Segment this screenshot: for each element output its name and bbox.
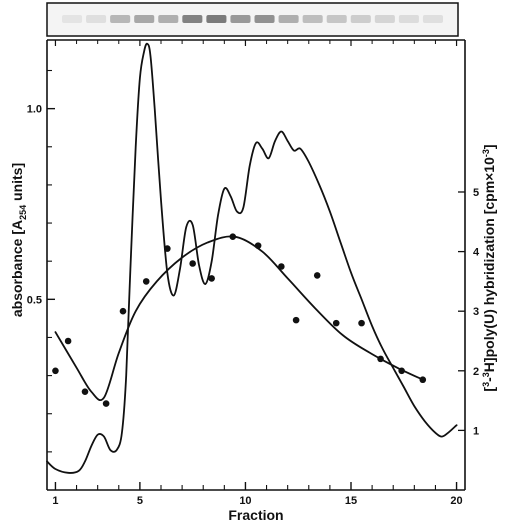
gel-band xyxy=(230,15,251,23)
y-axis-title-subscript: 254 xyxy=(18,205,28,220)
gel-band xyxy=(422,15,443,23)
data-series xyxy=(46,42,458,474)
hybridization-data-point xyxy=(208,275,215,282)
gel-band xyxy=(374,15,395,23)
y-axis-title: absorbance [A254 units] xyxy=(9,163,28,317)
gel-bands xyxy=(62,15,443,23)
hybridization-data-point xyxy=(119,307,127,315)
y2-axis-title-tail: H]poly(U) hybridization [cpm×10 xyxy=(481,157,497,372)
x-tick-label: 20 xyxy=(450,495,462,507)
axis-ticks xyxy=(47,40,465,490)
y2-axis-title-pre: [ xyxy=(481,387,497,392)
y2-tick-label: 4 xyxy=(473,247,480,259)
hybridization-data-point xyxy=(292,316,300,324)
y2-axis-title-sup2: 3 xyxy=(481,372,491,377)
hybridization-data-point xyxy=(142,278,150,285)
hybridization-data-point xyxy=(164,245,171,252)
x-tick-label: 10 xyxy=(239,495,251,507)
hybridization-data-point xyxy=(102,400,110,407)
gel-band xyxy=(158,15,179,23)
hybridization-data-point xyxy=(313,272,321,279)
gel-band xyxy=(110,15,131,23)
gel-band xyxy=(134,15,155,23)
gel-band xyxy=(398,15,419,23)
hybridization-data-point xyxy=(81,388,89,395)
y2-tick-label: 5 xyxy=(473,187,479,199)
y2-tick-label: 3 xyxy=(473,306,479,318)
hybridization-data-point xyxy=(358,319,365,327)
y2-axis-title-end: ] xyxy=(481,144,497,149)
plot-frame xyxy=(46,39,466,491)
y-tick-label: 0.5 xyxy=(27,294,42,306)
x-tick-label: 1 xyxy=(52,495,58,507)
hybridization-fit-line xyxy=(54,235,424,401)
x-axis-title: Fraction xyxy=(228,507,283,523)
gel-strip xyxy=(46,2,459,37)
y-axis-title-main: absorbance [A xyxy=(9,220,25,317)
gel-band xyxy=(254,15,275,23)
hybridization-data-point xyxy=(64,337,72,345)
gel-band xyxy=(278,15,299,23)
gel-band xyxy=(86,15,107,23)
gel-band xyxy=(326,15,347,23)
y2-tick-label: 1 xyxy=(473,425,479,437)
hybridization-data-point xyxy=(332,319,340,327)
y2-axis-title-sup3: -3 xyxy=(481,149,491,157)
gel-band xyxy=(62,15,83,23)
y-axis-title-tail: units] xyxy=(9,163,25,205)
y2-axis-title: [3-3H]poly(U) hybridization [cpm×10-3] xyxy=(481,144,497,391)
gel-strip-frame xyxy=(46,2,459,37)
gel-band xyxy=(182,15,203,23)
x-tick-label: 5 xyxy=(137,495,143,507)
gel-band xyxy=(350,15,371,23)
y2-tick-label: 2 xyxy=(473,366,479,378)
hybridization-data-point xyxy=(189,260,196,267)
y2-axis-title-mid: - xyxy=(481,377,497,382)
x-tick-label: 15 xyxy=(345,495,357,507)
gel-band xyxy=(206,15,227,23)
hybridization-data-point xyxy=(52,367,59,375)
gel-band xyxy=(302,15,323,23)
y-tick-label: 1.0 xyxy=(27,104,42,116)
y2-axis-title-sup: 3 xyxy=(481,382,491,387)
absorbance-line xyxy=(46,42,458,474)
